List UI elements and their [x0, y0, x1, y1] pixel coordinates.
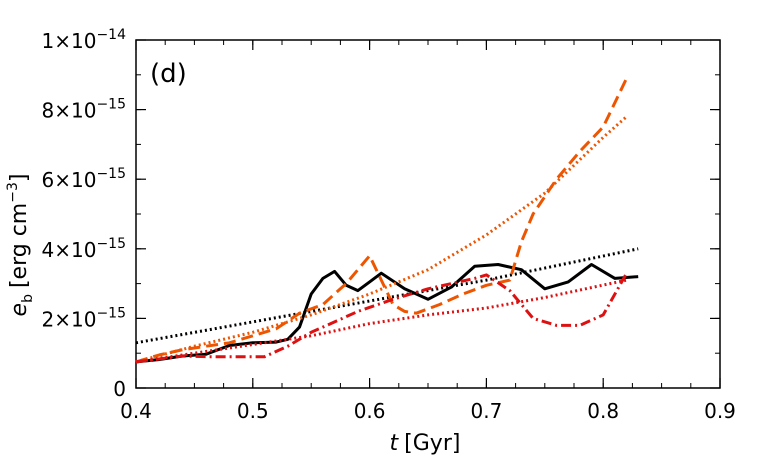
series-black-solid	[135, 263, 639, 364]
y-tick-label: 2×10−15	[42, 305, 126, 331]
x-tick-label: 0.7	[470, 399, 502, 423]
x-axis-label-var: t	[390, 431, 400, 456]
y-axis-label: eb [erg cm−3]	[5, 174, 36, 317]
x-axis-label: t [Gyr]	[390, 431, 461, 456]
series-orange-dashed	[135, 77, 628, 364]
series-red-dotted	[135, 278, 627, 364]
y-tick-label: 8×10−15	[42, 97, 126, 123]
y-axis-label-unit-sup: −3	[5, 182, 21, 203]
series-black-dotted	[135, 247, 639, 345]
svg-text:eb[erg cm−3]: eb [erg cm−3]	[5, 174, 36, 317]
y-axis-label-unit-a: [erg cm	[7, 203, 32, 288]
panel-label: (d)	[150, 59, 187, 89]
y-tick-label: 6×10−15	[42, 166, 126, 192]
series-red-dashdot	[135, 272, 628, 364]
x-tick-label: 0.5	[237, 399, 269, 423]
y-axis-label-var: e	[7, 303, 32, 317]
x-tick-label: 0.6	[354, 399, 386, 423]
series-orange-dotted	[135, 115, 628, 364]
y-tick-label: 4×10−15	[42, 236, 126, 262]
y-axis-label-unit-b: ]	[7, 174, 32, 183]
plot-frame	[135, 39, 721, 389]
x-tick-label: 0.9	[704, 399, 736, 423]
y-tick-label: 1×10−14	[42, 27, 127, 53]
x-axis-label-unit: [Gyr]	[404, 431, 460, 456]
y-tick-label: 0	[113, 377, 126, 401]
x-tick-label: 0.8	[587, 399, 619, 423]
x-tick-label: 0.4	[120, 399, 152, 423]
y-axis-label-sub: b	[20, 294, 36, 303]
